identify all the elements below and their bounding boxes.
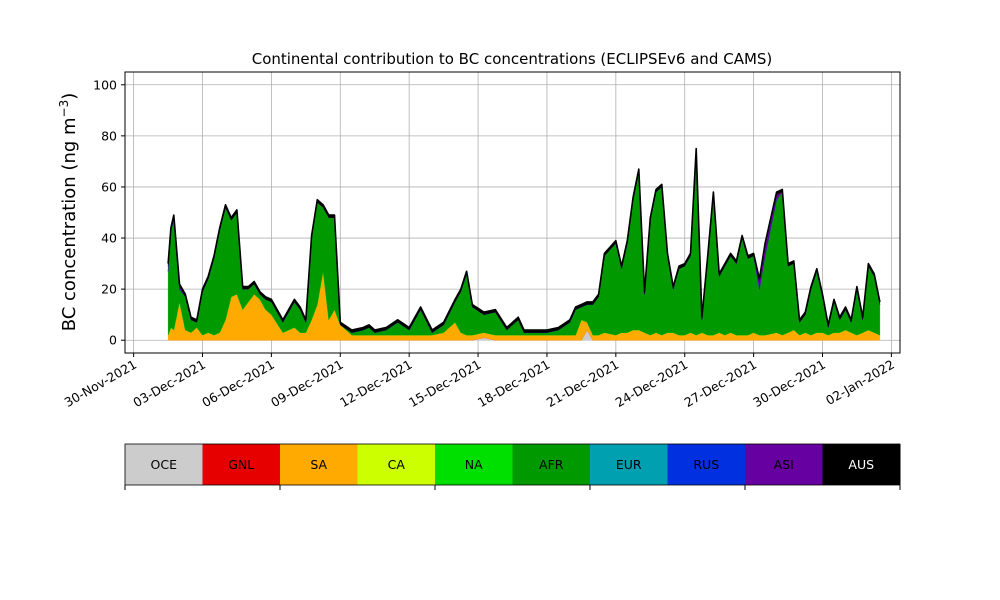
legend-swatch-sa <box>280 444 358 485</box>
x-tick-label: 30-Dec-2021 <box>750 357 828 410</box>
chart-title: Continental contribution to BC concentra… <box>252 50 773 68</box>
legend-label-afr: AFR <box>539 457 564 472</box>
legend-swatch-eur <box>590 444 668 485</box>
x-tick-label: 18-Dec-2021 <box>475 357 553 410</box>
x-tick-label: 06-Dec-2021 <box>199 357 277 410</box>
legend-label-gnl: GNL <box>228 457 254 472</box>
legend-swatch-asi <box>745 444 823 485</box>
legend-swatch-aus <box>822 444 901 485</box>
y-axis-label-exponent: −3 <box>57 100 71 118</box>
colorbar-legend: OCE GNL SA CA NA AFR EUR RUS ASI AUS <box>124 443 901 490</box>
x-tick-label: 30-Nov-2021 <box>62 357 139 410</box>
legend-label-oce: OCE <box>151 457 178 472</box>
total-outline <box>167 147 881 331</box>
x-tick-label: 21-Dec-2021 <box>544 357 622 410</box>
stacked-areas <box>167 147 881 341</box>
legend-label-ca: CA <box>388 457 406 472</box>
x-tick-label: 09-Dec-2021 <box>268 357 346 410</box>
legend-label-eur: EUR <box>616 457 642 472</box>
plot-frame <box>124 71 901 354</box>
legend-swatch-rus <box>667 444 746 485</box>
legend-label-sa: SA <box>310 457 327 472</box>
x-tick-label: 12-Dec-2021 <box>337 357 415 410</box>
x-tick-label: 15-Dec-2021 <box>406 357 484 410</box>
y-axis-label-main: BC concentration (ng m <box>59 117 80 331</box>
x-tick-label: 24-Dec-2021 <box>613 357 691 410</box>
y-axis-label-close: ) <box>59 93 80 100</box>
x-tick-label: 02-Jan-2022 <box>823 357 897 408</box>
legend-label-asi: ASI <box>774 457 794 472</box>
legend-swatch-gnl <box>202 444 281 485</box>
legend-label-na: NA <box>465 457 483 472</box>
y-tick-label: 80 <box>101 128 117 143</box>
legend-label-rus: RUS <box>693 457 719 472</box>
y-tick-label: 40 <box>101 231 117 246</box>
legend-swatch-oce <box>125 444 203 485</box>
y-tick-label: 100 <box>93 77 117 92</box>
x-tick-label: 03-Dec-2021 <box>130 357 208 410</box>
legend-label-aus: AUS <box>848 457 874 472</box>
y-axis-label: BC concentration (ng m−3) <box>57 93 80 332</box>
x-tick-label: 27-Dec-2021 <box>682 357 760 410</box>
legend-frame <box>124 443 901 486</box>
legend-swatch-afr <box>512 444 591 485</box>
y-tick-label: 0 <box>109 333 117 348</box>
y-tick-label: 20 <box>101 282 117 297</box>
legend-swatch-ca <box>357 444 436 485</box>
y-tick-label: 60 <box>101 179 117 194</box>
legend-swatch-na <box>435 444 513 485</box>
